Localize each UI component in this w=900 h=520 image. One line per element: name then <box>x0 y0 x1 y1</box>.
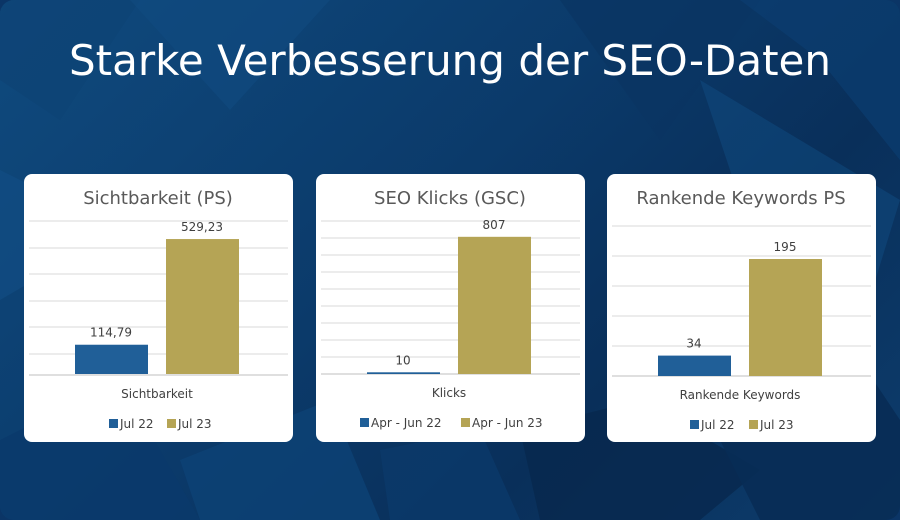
gridlines <box>321 220 580 358</box>
legend: Jul 22 Jul 23 <box>109 417 212 431</box>
legend: Apr - Jun 22 Apr - Jun 23 <box>360 416 543 430</box>
card-sichtbarkeit: Sichtbarkeit (PS) 114,79 529,23 Sichtbar… <box>24 174 293 442</box>
legend-swatch-apr-jun-22 <box>360 418 369 427</box>
legend-swatch-jul-23 <box>167 419 176 428</box>
gridlines <box>29 220 288 355</box>
bar-label-apr-jun-22: 10 <box>395 353 410 367</box>
legend-label-jul-23: Jul 23 <box>759 418 794 432</box>
category-label: Sichtbarkeit <box>121 387 193 401</box>
card-rankende-keywords: Rankende Keywords PS 34 195 Rankende Key… <box>607 174 876 442</box>
chart-title: Sichtbarkeit (PS) <box>83 188 233 209</box>
bar-jul-23 <box>166 239 239 374</box>
bar-apr-jun-22 <box>367 372 440 374</box>
legend-label-jul-22: Jul 22 <box>119 417 154 431</box>
legend-label-jul-22: Jul 22 <box>700 418 735 432</box>
legend-label-apr-jun-22: Apr - Jun 22 <box>371 416 442 430</box>
chart-rankende-keywords: Rankende Keywords PS 34 195 Rankende Key… <box>612 188 871 432</box>
bar-jul-22 <box>75 344 148 374</box>
gridlines <box>612 225 871 347</box>
bar-label-jul-22: 114,79 <box>90 326 132 340</box>
bar-label-jul-23: 195 <box>774 240 797 254</box>
legend-label-jul-23: Jul 23 <box>177 417 212 431</box>
legend-label-apr-jun-23: Apr - Jun 23 <box>472 416 543 430</box>
card-seo-klicks: SEO Klicks (GSC) 10 807 Klicks Apr - Jun… <box>316 174 585 442</box>
legend-swatch-jul-22 <box>109 419 118 428</box>
bar-jul-23 <box>749 259 822 376</box>
chart-sichtbarkeit: Sichtbarkeit (PS) 114,79 529,23 Sichtbar… <box>29 188 288 431</box>
legend-swatch-jul-23 <box>749 420 758 429</box>
legend-swatch-apr-jun-23 <box>461 418 470 427</box>
category-label: Rankende Keywords <box>680 388 801 402</box>
category-label: Klicks <box>432 386 466 400</box>
bar-apr-jun-23 <box>458 236 531 374</box>
bar-label-jul-22: 34 <box>686 337 701 351</box>
legend: Jul 22 Jul 23 <box>690 418 794 432</box>
chart-seo-klicks: SEO Klicks (GSC) 10 807 Klicks Apr - Jun… <box>321 188 580 430</box>
chart-title: SEO Klicks (GSC) <box>374 188 526 209</box>
legend-swatch-jul-22 <box>690 420 699 429</box>
slide-title: Starke Verbesserung der SEO-Daten <box>68 36 832 85</box>
bar-jul-22 <box>658 355 731 376</box>
chart-title: Rankende Keywords PS <box>636 188 845 209</box>
bar-label-apr-jun-23: 807 <box>483 218 506 232</box>
bar-label-jul-23: 529,23 <box>181 220 223 234</box>
